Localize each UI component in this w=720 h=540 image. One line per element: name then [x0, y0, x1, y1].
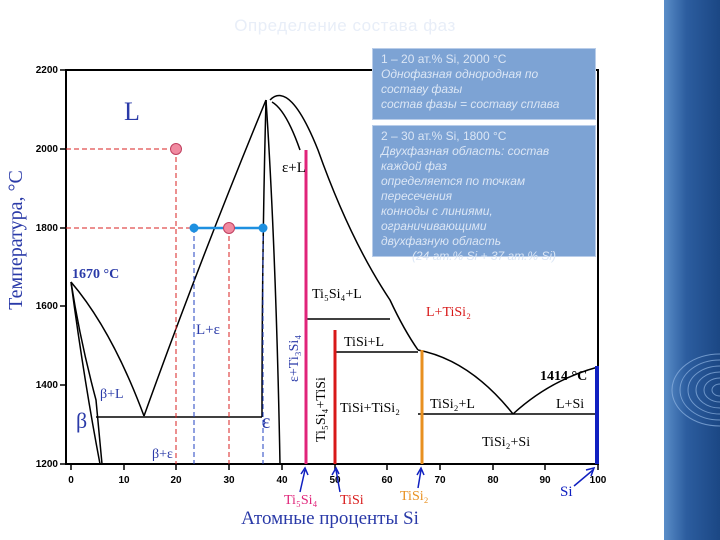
x-tick-label: 50	[329, 475, 341, 486]
compound-label-Si: Si	[560, 484, 573, 500]
y-tick-label: 1800	[36, 223, 59, 234]
phase-boundaries	[70, 94, 599, 465]
dashed-guides	[66, 148, 264, 464]
slide-title: Определение состава фаз	[234, 16, 456, 35]
region-label-eps-Ti3Si4: ε+Ti₃Si₄	[287, 335, 302, 382]
x-tick-label: 80	[487, 475, 499, 486]
decorative-side-bar	[664, 0, 720, 540]
x-tick-label: 100	[590, 475, 607, 486]
compound-label-TiSi2: TiSi₂	[400, 489, 429, 504]
region-label-TiSi-L: TiSi+L	[344, 335, 384, 350]
phase-point-right	[258, 223, 268, 233]
note-1-line-1: 1 – 20 ат.% Si, 2000 °С	[381, 52, 507, 66]
note-2-line-2: Двухфазная область: состав каждой фаз	[381, 144, 550, 173]
y-axis-title: Температура, °С	[5, 170, 27, 310]
ripple-decoration	[671, 353, 720, 427]
y-tick-label: 2000	[36, 144, 59, 155]
x-tick-label: 40	[276, 475, 288, 486]
note-1-line-3: состав фазы = составу сплава	[381, 97, 560, 111]
region-label-TiSi2-L: TiSi₂+L	[430, 397, 475, 412]
note-2-line-4: конноды с линиями, ограничивающими	[381, 204, 493, 233]
x-tick-label: 70	[434, 475, 446, 486]
y-axis-ticks	[60, 69, 66, 465]
note-2-line-6: (24 ат.% Si + 37 ат.% Si)	[411, 249, 557, 263]
x-tick-label: 60	[381, 475, 393, 486]
y-tick-label: 2200	[36, 65, 59, 76]
y-tick-label: 1600	[36, 301, 59, 312]
region-label-L-eps: L+ε	[196, 322, 220, 338]
note-alloy-2: 2 – 30 ат.% Si, 1800 °С Двухфазная облас…	[372, 125, 596, 263]
note-1-line-2: Однофазная однородная по составу фазы	[381, 67, 539, 96]
plot-frame	[65, 69, 599, 465]
alloy-point-2	[223, 222, 235, 234]
x-axis-title: Атомные проценты Si	[241, 508, 419, 529]
temp-label-1670: 1670 °С	[72, 267, 119, 282]
note-2-line-5: двухфазную область	[381, 234, 502, 248]
region-label-TiSi-TiSi2: TiSi+TiSi₂	[340, 401, 400, 416]
compound-label-Ti5Si4: Ti₅Si₄	[284, 493, 318, 508]
temp-label-1414: 1414 °С	[540, 369, 587, 384]
region-label-TiSi2-Si: TiSi₂+Si	[482, 435, 530, 450]
region-label-L-TiSi2: L+TiSi₂	[426, 305, 471, 320]
phase-point-left	[189, 223, 199, 233]
region-label-beta-L: β+L	[100, 387, 124, 402]
compound-arrows	[299, 466, 596, 493]
x-axis-ticks	[70, 464, 599, 470]
x-tick-label: 0	[68, 475, 74, 486]
region-label-Ti5Si4-TiSi: Ti₅Si₄+TiSi	[314, 377, 329, 442]
x-tick-label: 10	[118, 475, 130, 486]
note-2-line-3: определяется по точкам пересечения	[381, 174, 526, 203]
note-2-line-1: 2 – 30 ат.% Si, 1800 °С	[381, 129, 507, 143]
x-tick-label: 90	[539, 475, 551, 486]
y-tick-label: 1200	[36, 459, 59, 470]
region-label-eps: ε	[262, 411, 270, 433]
region-label-L: L	[124, 97, 140, 126]
alloy-point-1	[170, 143, 182, 155]
x-tick-label: 20	[170, 475, 182, 486]
y-tick-label: 1400	[36, 380, 59, 391]
x-tick-label: 30	[223, 475, 235, 486]
compound-label-TiSi: TiSi	[340, 493, 364, 508]
isotherms	[96, 318, 598, 418]
region-label-eps-L: ε+L	[282, 160, 306, 176]
note-alloy-1: 1 – 20 ат.% Si, 2000 °С Однофазная однор…	[372, 48, 596, 120]
region-label-beta: β	[76, 408, 87, 433]
region-label-beta-eps: β+ε	[152, 447, 173, 462]
region-label-Ti5Si4-L: Ti₅Si₄+L	[312, 287, 362, 302]
region-label-L-Si: L+Si	[556, 397, 584, 412]
